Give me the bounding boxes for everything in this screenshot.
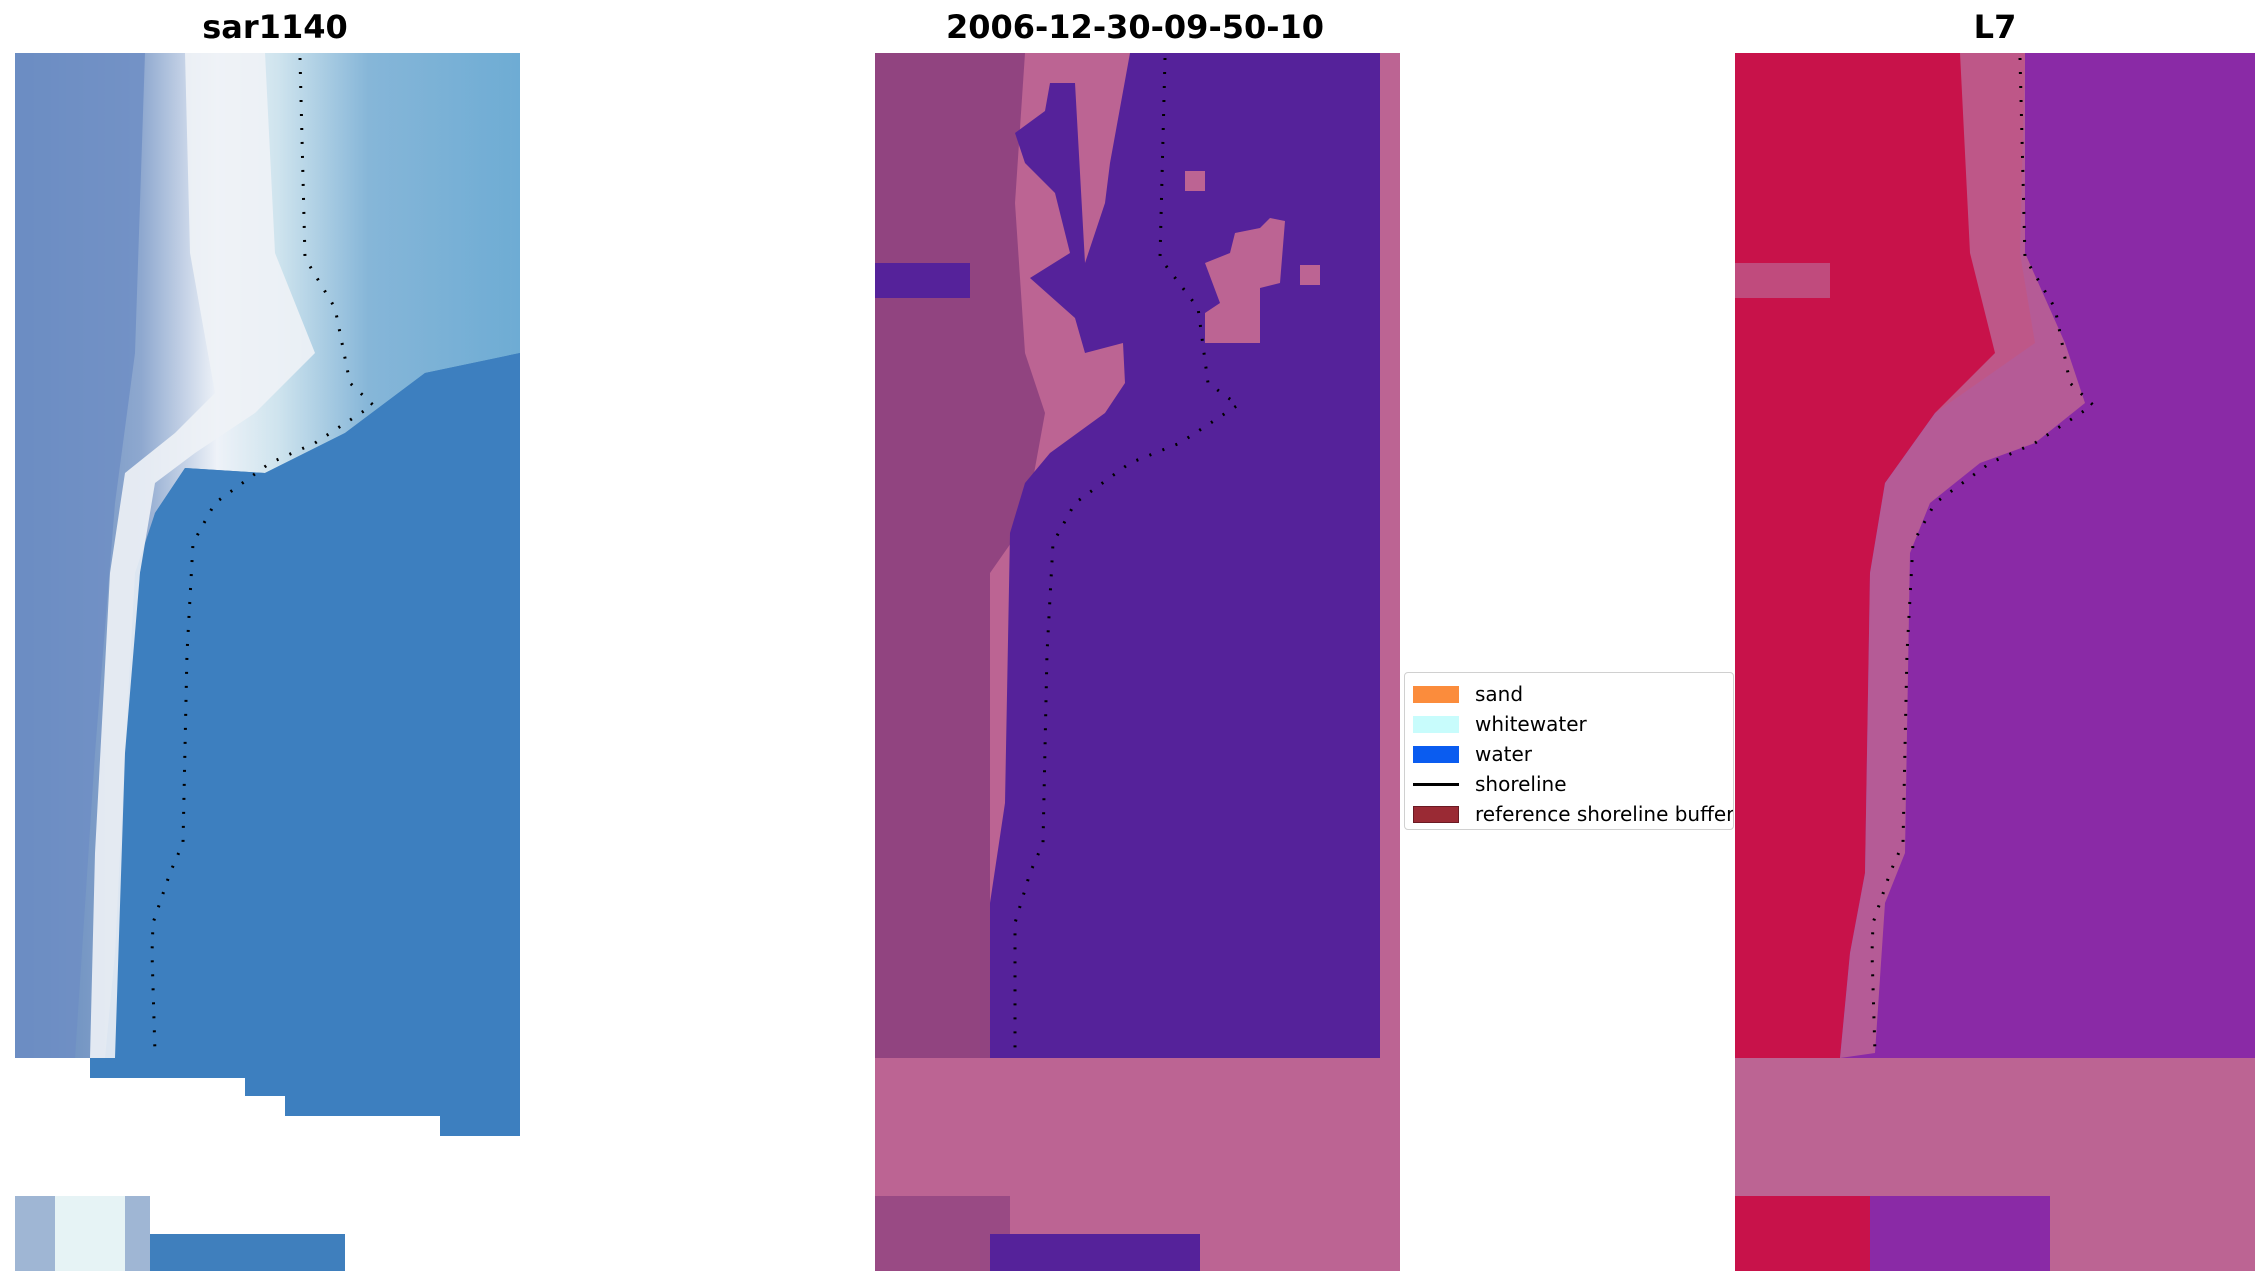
- index-bottom-buffer: [1735, 1058, 2255, 1196]
- class-patch-3: [1300, 265, 1320, 285]
- legend-swatch-sand: [1413, 685, 1459, 703]
- class-patch-1: [1185, 171, 1205, 191]
- index-bottom-land: [1735, 1196, 1870, 1271]
- rgb-surf: [90, 53, 315, 1058]
- shoreline-index: [1870, 57, 2096, 1054]
- index-buffer-top: [1735, 263, 1830, 298]
- rgb-water: [15, 353, 520, 1136]
- class-patch-2: [1205, 218, 1285, 343]
- rgb-bottom-strip-water: [150, 1234, 345, 1271]
- index-land: [1735, 53, 2035, 1058]
- panel-title-classification: 2006-12-30-09-50-10: [945, 8, 1325, 46]
- rgb-bottom-strip-surf: [55, 1196, 125, 1271]
- panel-title-rgb: sar1140: [202, 8, 348, 46]
- legend-label-water: water: [1475, 742, 1532, 766]
- class-bottom-water: [990, 1234, 1200, 1271]
- shoreline-classification: [1013, 57, 1241, 1053]
- classification-panel: [875, 53, 1400, 1271]
- index-bottom-water: [1870, 1234, 2050, 1271]
- legend-item-sand: sand: [1413, 681, 1523, 707]
- legend-swatch-reference-buffer: [1413, 805, 1459, 823]
- legend-label-whitewater: whitewater: [1475, 712, 1587, 736]
- index-buffer-band: [1840, 53, 2085, 1058]
- rgb-image-panel: [15, 53, 520, 1271]
- index-panel: [1735, 53, 2255, 1271]
- panel-title-index: L7: [1973, 8, 2017, 46]
- rgb-upper-land: [15, 53, 520, 1058]
- legend-item-reference-buffer: reference shoreline buffer: [1413, 801, 1734, 827]
- legend-line-shoreline: [1413, 782, 1459, 786]
- class-land: [875, 53, 1045, 1058]
- rgb-bottom-strip-white: [150, 1196, 520, 1234]
- shoreline-rgb: [150, 57, 376, 1054]
- legend-item-whitewater: whitewater: [1413, 711, 1587, 737]
- legend-swatch-whitewater: [1413, 715, 1459, 733]
- class-bottom-land: [875, 1196, 1010, 1271]
- legend-item-shoreline: shoreline: [1413, 771, 1567, 797]
- rgb-nodata: [15, 1058, 440, 1136]
- rgb-bottom-strip-white2: [345, 1234, 520, 1271]
- legend-swatch-water: [1413, 745, 1459, 763]
- legend-label-reference-buffer: reference shoreline buffer: [1475, 802, 1734, 826]
- legend-item-water: water: [1413, 741, 1532, 767]
- rgb-nodata-gap: [15, 1136, 520, 1196]
- rgb-beach: [15, 53, 145, 1058]
- legend: sand whitewater water shoreline referenc…: [1404, 672, 1734, 830]
- index-bottom-buffer-2: [2050, 1196, 2255, 1271]
- legend-label-sand: sand: [1475, 682, 1524, 706]
- class-land-strip-left: [875, 263, 970, 298]
- class-water: [990, 53, 1380, 1136]
- legend-label-shoreline: shoreline: [1475, 772, 1567, 796]
